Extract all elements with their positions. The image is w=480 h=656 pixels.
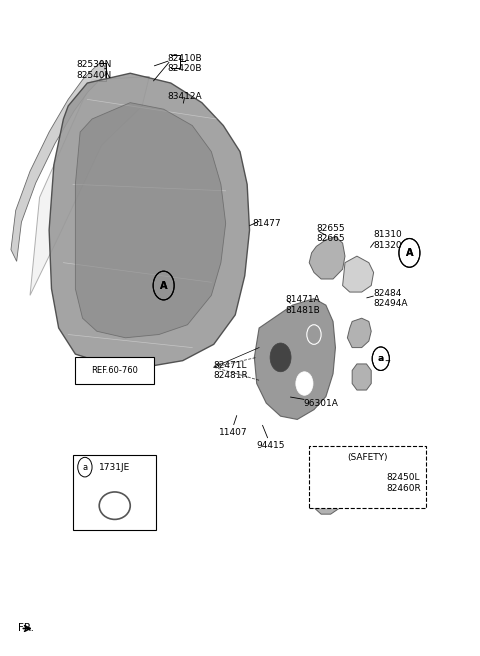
PathPatch shape — [11, 60, 108, 261]
PathPatch shape — [30, 77, 149, 295]
PathPatch shape — [49, 73, 250, 367]
FancyBboxPatch shape — [73, 455, 156, 531]
Text: 82530N
82540N: 82530N 82540N — [77, 60, 112, 79]
FancyBboxPatch shape — [75, 358, 154, 384]
PathPatch shape — [343, 256, 373, 292]
FancyBboxPatch shape — [309, 445, 426, 508]
PathPatch shape — [254, 298, 336, 419]
Text: A: A — [160, 281, 168, 291]
Text: A: A — [406, 248, 413, 258]
PathPatch shape — [352, 364, 371, 390]
Text: a: a — [378, 354, 384, 363]
Text: 82410B
82420B: 82410B 82420B — [168, 54, 203, 73]
Text: 1731JE: 1731JE — [99, 462, 131, 472]
Text: a: a — [83, 462, 87, 472]
Text: 83412A: 83412A — [168, 92, 203, 100]
Text: 94415: 94415 — [257, 441, 285, 450]
Text: 82471L
82481R: 82471L 82481R — [214, 361, 249, 380]
Text: 82484
82494A: 82484 82494A — [373, 289, 408, 308]
Text: 82450L
82460R: 82450L 82460R — [387, 474, 421, 493]
Text: 81477: 81477 — [252, 219, 280, 228]
Text: 96301A: 96301A — [304, 399, 338, 407]
Text: 81310
81320: 81310 81320 — [373, 230, 402, 249]
Text: 11407: 11407 — [218, 428, 247, 437]
Text: A: A — [406, 248, 413, 258]
Text: 82655
82665: 82655 82665 — [316, 224, 345, 243]
Text: FR.: FR. — [18, 623, 34, 634]
Text: REF.60-760: REF.60-760 — [91, 366, 138, 375]
PathPatch shape — [75, 102, 226, 338]
Text: a: a — [378, 354, 384, 363]
PathPatch shape — [348, 318, 371, 348]
PathPatch shape — [309, 237, 345, 279]
Text: (SAFETY): (SAFETY) — [348, 453, 388, 462]
Text: 81471A
81481B: 81471A 81481B — [285, 295, 320, 315]
Circle shape — [270, 343, 291, 372]
PathPatch shape — [314, 485, 345, 514]
Circle shape — [296, 372, 313, 396]
Text: A: A — [160, 281, 168, 291]
